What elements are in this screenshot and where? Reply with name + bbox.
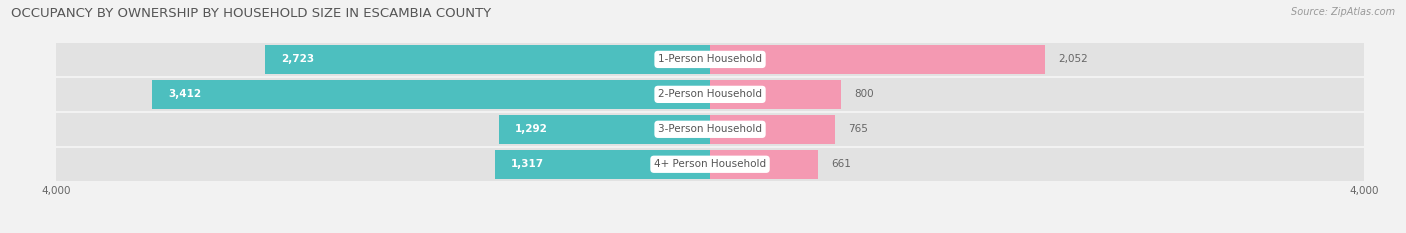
Bar: [710, 115, 835, 144]
Bar: [56, 148, 1364, 181]
Text: 800: 800: [853, 89, 873, 99]
Text: 1,317: 1,317: [512, 159, 544, 169]
Text: Source: ZipAtlas.com: Source: ZipAtlas.com: [1291, 7, 1395, 17]
Bar: [152, 80, 710, 109]
Text: 1-Person Household: 1-Person Household: [658, 55, 762, 64]
Bar: [710, 80, 841, 109]
Text: 2,052: 2,052: [1059, 55, 1088, 64]
Bar: [710, 150, 818, 179]
Bar: [56, 43, 1364, 76]
Text: 765: 765: [848, 124, 868, 134]
Text: 3,412: 3,412: [169, 89, 202, 99]
Bar: [499, 115, 710, 144]
Bar: [56, 113, 1364, 146]
Text: 4+ Person Household: 4+ Person Household: [654, 159, 766, 169]
Text: 1,292: 1,292: [515, 124, 548, 134]
Bar: [56, 78, 1364, 111]
Text: 2-Person Household: 2-Person Household: [658, 89, 762, 99]
Text: OCCUPANCY BY OWNERSHIP BY HOUSEHOLD SIZE IN ESCAMBIA COUNTY: OCCUPANCY BY OWNERSHIP BY HOUSEHOLD SIZE…: [11, 7, 491, 20]
Bar: [710, 45, 1046, 74]
Text: 3-Person Household: 3-Person Household: [658, 124, 762, 134]
Bar: [495, 150, 710, 179]
Bar: [264, 45, 710, 74]
Text: 661: 661: [831, 159, 851, 169]
Text: 2,723: 2,723: [281, 55, 315, 64]
